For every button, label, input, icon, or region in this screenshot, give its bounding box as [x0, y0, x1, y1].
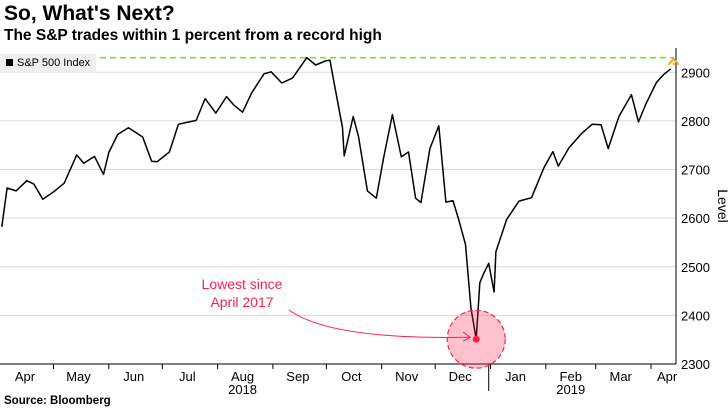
- chart-title: So, What's Next?: [4, 2, 175, 25]
- up-arrow-head-icon: [667, 57, 680, 66]
- annotation-text-line2: April 2017: [210, 294, 273, 310]
- y-tick-label: 2800: [681, 114, 710, 129]
- annotation-arrowhead-icon: [462, 331, 472, 342]
- y-tick-label: 2500: [681, 260, 710, 275]
- x-tick-label: Apr: [657, 369, 678, 384]
- series-line-sp500: [1, 56, 672, 340]
- chart-subtitle: The S&P trades within 1 percent from a r…: [4, 27, 382, 44]
- source-note: Source: Bloomberg: [4, 395, 111, 407]
- x-tick-label: May: [66, 369, 91, 384]
- x-tick-label: Aug: [231, 369, 254, 384]
- y-tick-label: 2900: [681, 65, 710, 80]
- x-tick-label: Mar: [610, 369, 633, 384]
- x-tick-label: Sep: [286, 369, 309, 384]
- x-tick-label: Feb: [560, 369, 582, 384]
- x-tick-label: Nov: [395, 369, 419, 384]
- x-tick-label: Jun: [123, 369, 144, 384]
- x-tick-label: Apr: [15, 369, 36, 384]
- legend-label: S&P 500 Index: [17, 57, 91, 69]
- y-tick-label: 2600: [681, 211, 710, 226]
- y-tick-label: 2300: [681, 357, 710, 372]
- year-label: 2019: [556, 382, 585, 397]
- chart-legend: S&P 500 Index: [0, 54, 96, 73]
- x-tick-label: Oct: [341, 369, 362, 384]
- annotation-text-line1: Lowest since: [202, 276, 283, 292]
- legend-swatch: [6, 59, 13, 67]
- year-label: 2018: [228, 382, 257, 397]
- y-tick-label: 2400: [681, 308, 710, 323]
- x-tick-label: Dec: [449, 369, 473, 384]
- x-tick-label: Jan: [505, 369, 526, 384]
- y-axis-title: Level: [715, 189, 728, 222]
- y-tick-label: 2700: [681, 163, 710, 178]
- annotation-connector: [288, 309, 471, 338]
- x-tick-label: Jul: [179, 369, 196, 384]
- low-point-marker: [472, 335, 480, 343]
